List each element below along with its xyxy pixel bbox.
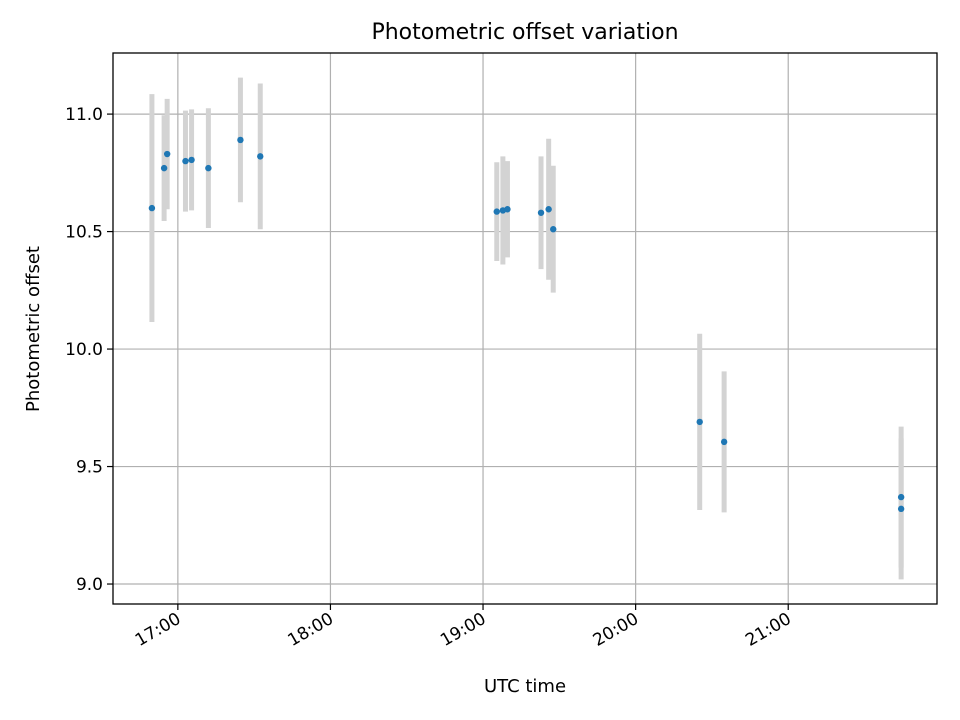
data-point	[493, 208, 500, 215]
data-point	[160, 164, 168, 172]
data-point	[897, 493, 905, 501]
x-tick-label: 20:00	[590, 609, 642, 651]
y-tick-label: 10.0	[65, 340, 103, 360]
data-point	[182, 157, 189, 165]
x-tick-label: 18:00	[285, 609, 337, 651]
data-point	[720, 438, 728, 446]
data-point	[897, 505, 905, 513]
data-point	[205, 164, 212, 172]
y-tick-label: 9.5	[76, 458, 103, 478]
plot-frame	[112, 52, 938, 605]
chart-title: Photometric offset variation	[371, 20, 678, 45]
x-tick-label: 19:00	[437, 609, 489, 651]
y-tick-label: 11.0	[65, 105, 103, 125]
data-point	[237, 136, 244, 144]
y-axis-ticks: 9.0 9.5 10.0 10.5 11.0	[65, 105, 113, 595]
data-point	[504, 206, 511, 213]
data-point	[188, 156, 195, 164]
y-tick-label: 9.0	[76, 575, 103, 595]
data-point	[545, 206, 552, 213]
x-axis-ticks: 17:00 18:00 19:00 20:00 21:00	[132, 604, 795, 651]
data-point	[550, 226, 557, 233]
grid	[113, 53, 937, 604]
data-points	[148, 136, 905, 513]
y-axis-label: Photometric offset	[23, 246, 44, 412]
data-point	[148, 204, 156, 212]
y-tick-label: 10.5	[65, 223, 103, 243]
x-tick-label: 17:00	[132, 609, 184, 651]
data-point	[537, 209, 545, 216]
x-tick-label: 21:00	[742, 609, 794, 651]
data-point	[696, 418, 703, 426]
data-point	[163, 150, 171, 158]
data-point	[257, 153, 264, 160]
x-axis-label: UTC time	[484, 676, 566, 697]
